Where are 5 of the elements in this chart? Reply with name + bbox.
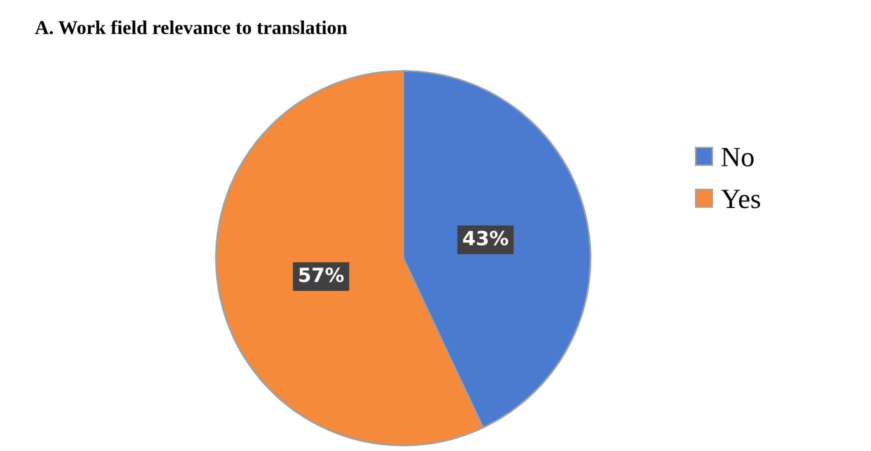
- data-label: 57%: [299, 268, 344, 282]
- chart-title: A. Work field relevance to translation: [35, 20, 348, 34]
- legend-label: No: [721, 148, 754, 166]
- data-label: 43%: [463, 230, 508, 246]
- legend-label: Yes: [720, 190, 760, 208]
